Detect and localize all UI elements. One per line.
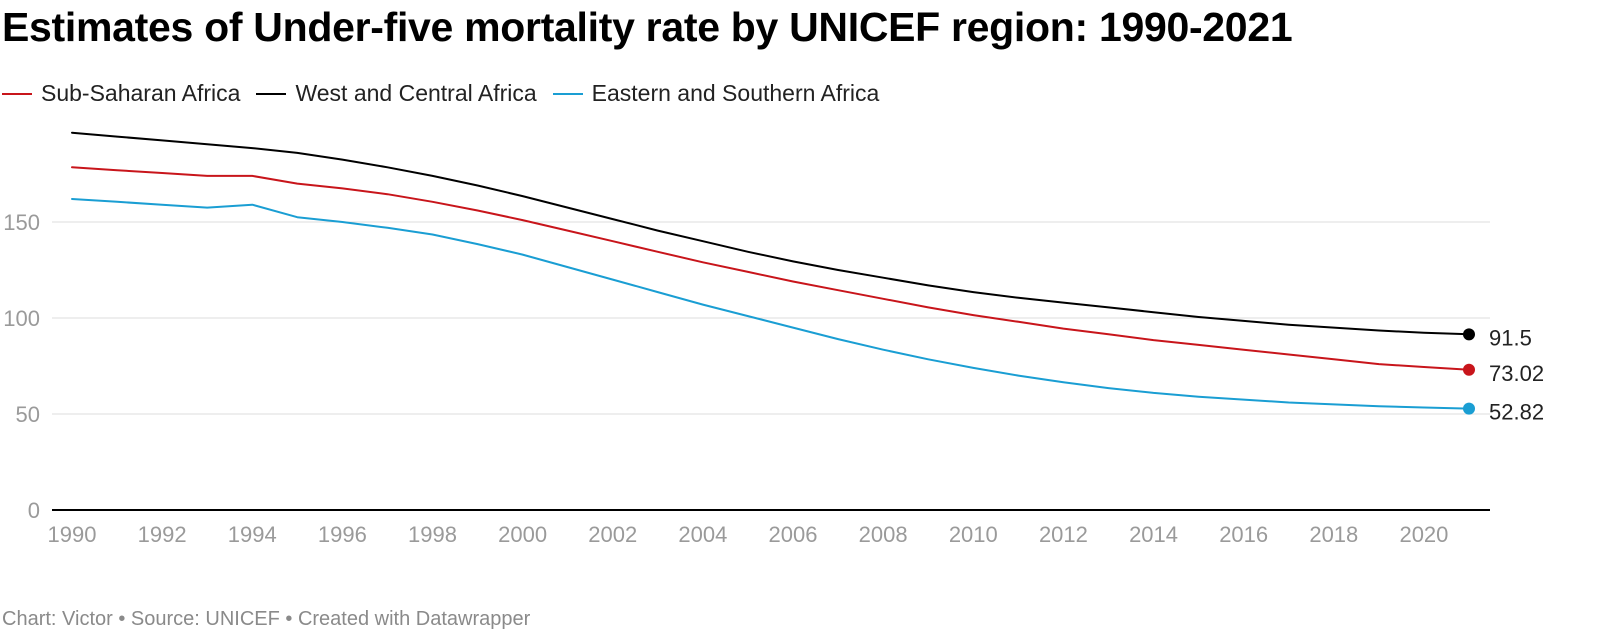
x-tick-label-2020: 2020 [1399, 522, 1448, 547]
legend-item-sub-saharan-africa: Sub-Saharan Africa [2, 80, 240, 107]
x-tick-label-1990: 1990 [48, 522, 97, 547]
end-label-eastern-and-southern-africa: 52.82 [1489, 400, 1544, 425]
legend: Sub-Saharan Africa West and Central Afri… [2, 80, 895, 107]
x-tick-label-2012: 2012 [1039, 522, 1088, 547]
x-tick-label-1998: 1998 [408, 522, 457, 547]
x-tick-label-2010: 2010 [949, 522, 998, 547]
legend-label-sub-saharan-africa: Sub-Saharan Africa [41, 80, 241, 106]
x-tick-label-2002: 2002 [588, 522, 637, 547]
end-point-eastern-and-southern-africa [1463, 402, 1475, 415]
y-tick-label-100: 100 [3, 306, 40, 331]
legend-swatch-sub-saharan-africa [2, 92, 32, 95]
y-tick-label-0: 0 [28, 498, 40, 523]
legend-swatch-west-and-central-africa [256, 92, 287, 95]
x-tick-label-2006: 2006 [769, 522, 818, 547]
y-tick-label-50: 50 [16, 402, 40, 427]
y-axis-tick-labels: 0 50 100 150 [3, 210, 40, 523]
chart-footer: Chart: Victor • Source: UNICEF • Created… [2, 608, 531, 630]
x-axis-tick-labels: 1990 1992 1994 1996 1998 2000 2002 2004 2006 2008… [48, 522, 1449, 547]
series-line-west-and-central-africa [71, 131, 1470, 336]
line-chart: 0 50 100 150 1990 1992 1994 1996 1998 2000 2002 20… [3, 131, 1544, 547]
series-end-points [1463, 328, 1475, 415]
series-lines [71, 131, 1470, 410]
end-point-west-and-central-africa [1463, 328, 1475, 341]
x-tick-label-1992: 1992 [138, 522, 187, 547]
series-end-labels: 91.5 73.02 52.82 [1489, 325, 1544, 424]
y-tick-label-150: 150 [3, 210, 40, 235]
x-tick-label-2016: 2016 [1219, 522, 1268, 547]
chart-title: Estimates of Under-five mortality rate b… [2, 4, 1293, 50]
x-tick-label-2018: 2018 [1309, 522, 1358, 547]
legend-item-west-and-central-africa: West and Central Africa [256, 80, 537, 107]
end-label-sub-saharan-africa: 73.02 [1489, 361, 1544, 386]
legend-label-west-and-central-africa: West and Central Africa [295, 80, 537, 106]
x-tick-label-2014: 2014 [1129, 522, 1178, 547]
end-label-west-and-central-africa: 91.5 [1489, 325, 1532, 350]
x-tick-label-2008: 2008 [859, 522, 908, 547]
x-tick-label-2004: 2004 [678, 522, 727, 547]
series-line-sub-saharan-africa [71, 166, 1470, 371]
x-tick-label-1996: 1996 [318, 522, 367, 547]
legend-label-eastern-and-southern-africa: Eastern and Southern Africa [591, 80, 880, 106]
end-point-sub-saharan-africa [1463, 363, 1475, 376]
gridlines [52, 221, 1490, 511]
x-tick-label-2000: 2000 [498, 522, 547, 547]
series-line-eastern-and-southern-africa [71, 198, 1470, 410]
legend-swatch-eastern-and-southern-africa [552, 92, 583, 95]
x-tick-label-1994: 1994 [228, 522, 277, 547]
legend-item-eastern-and-southern-africa: Eastern and Southern Africa [552, 80, 880, 107]
